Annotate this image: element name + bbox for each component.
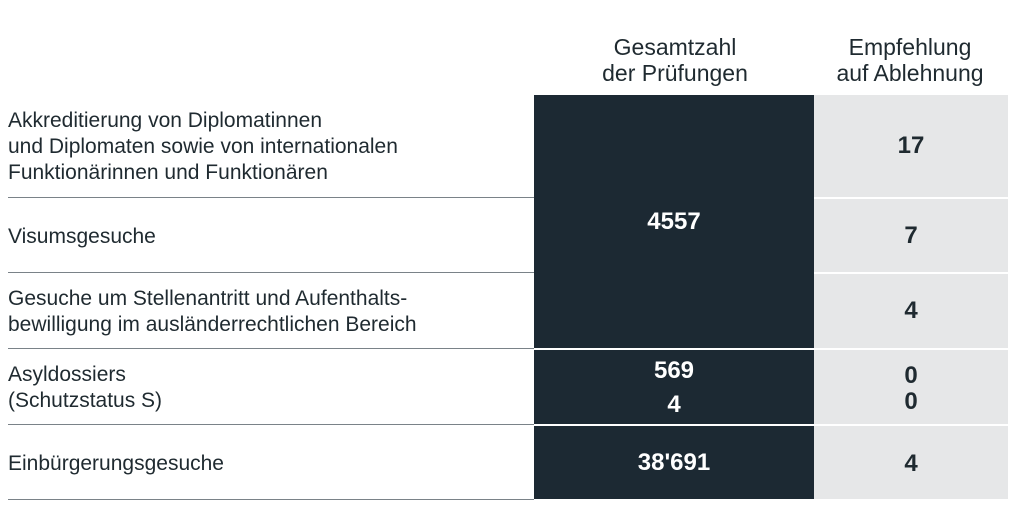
row-label-work-residence: Gesuche um Stellenantritt und Aufenthalt… bbox=[8, 286, 528, 338]
rejection-value-asylum: 0 bbox=[904, 362, 918, 389]
row-separator bbox=[814, 424, 1008, 426]
row-label-accreditation: Akkreditierung von Diplomatinnen und Dip… bbox=[8, 108, 528, 186]
rejection-value-visa: 7 bbox=[904, 222, 918, 249]
rejection-value-work-residence: 4 bbox=[904, 297, 918, 324]
total-value-asylum: 569 bbox=[653, 357, 695, 384]
total-value-naturalisation: 38'691 bbox=[637, 449, 711, 476]
row-label-line: (Schutzstatus S) bbox=[8, 389, 163, 412]
total-value-protection-status-s: 4 bbox=[667, 391, 681, 418]
column-header-total-line1: Gesamtzahl bbox=[613, 34, 737, 60]
row-separator bbox=[8, 348, 534, 349]
row-label-line: Akkreditierung von Diplomatinnen bbox=[8, 109, 323, 132]
row-separator bbox=[814, 272, 1008, 274]
column-header-reject-line1: Empfehlung bbox=[848, 34, 972, 60]
row-label-line: Asyldossiers bbox=[8, 363, 126, 386]
column-header-total-checks: Gesamtzahl der Prüfungen bbox=[560, 34, 790, 86]
row-separator bbox=[814, 348, 1008, 350]
rejection-value-naturalisation: 4 bbox=[904, 450, 918, 477]
row-separator bbox=[534, 348, 814, 350]
column-header-reject-line2: auf Ablehnung bbox=[836, 60, 984, 86]
rejection-value-protection-status-s: 0 bbox=[904, 388, 918, 415]
row-label-naturalisation: Einbürgerungsgesuche bbox=[8, 451, 528, 477]
row-separator bbox=[8, 424, 534, 425]
row-label-line: Gesuche um Stellenantritt und Aufenthalt… bbox=[8, 287, 408, 310]
table-bottom-border bbox=[8, 499, 534, 500]
row-label-line: bewilligung im ausländerrechtlichen Bere… bbox=[8, 313, 417, 336]
rejection-column-background bbox=[814, 95, 1008, 499]
row-label-visa: Visumsgesuche bbox=[8, 224, 528, 250]
row-label-line: Visumsgesuche bbox=[8, 225, 156, 248]
column-header-total-line2: der Prüfungen bbox=[602, 60, 748, 86]
combined-total-value: 4557 bbox=[647, 208, 701, 235]
row-separator bbox=[814, 197, 1008, 199]
row-separator bbox=[8, 197, 534, 198]
column-header-rejection-recommendation: Empfehlung auf Ablehnung bbox=[812, 34, 1008, 86]
row-label-asylum: Asyldossiers (Schutzstatus S) bbox=[8, 362, 528, 414]
row-separator bbox=[534, 424, 814, 426]
row-label-line: Einbürgerungsgesuche bbox=[8, 452, 224, 475]
total-column-background bbox=[534, 95, 814, 499]
row-label-line: und Diplomaten sowie von internationalen bbox=[8, 135, 398, 158]
rejection-value-accreditation: 17 bbox=[897, 132, 925, 159]
row-label-line: Funktionärinnen und Funktionären bbox=[8, 161, 328, 184]
row-separator bbox=[8, 272, 534, 273]
